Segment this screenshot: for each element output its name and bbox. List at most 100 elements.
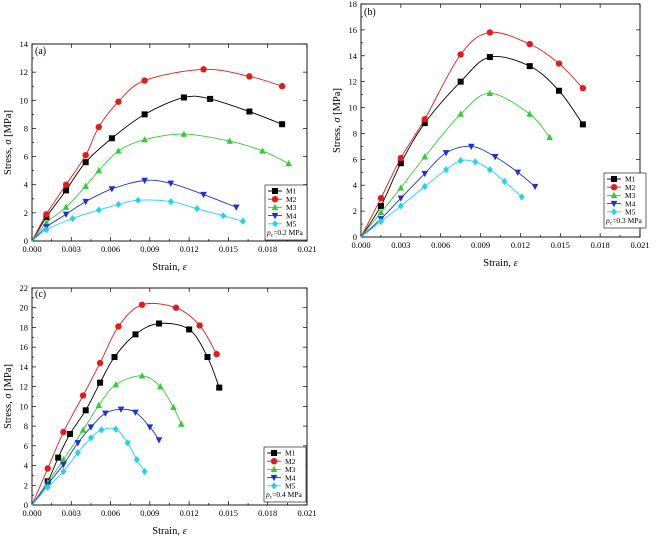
legend-marker — [270, 465, 278, 473]
y-tick-label: 18 — [20, 322, 29, 332]
data-point — [180, 130, 188, 137]
legend-entry: M5 — [267, 482, 296, 491]
data-point — [141, 77, 148, 84]
data-point — [186, 326, 193, 333]
data-point — [246, 73, 253, 80]
series-line — [31, 408, 160, 506]
data-point — [220, 212, 227, 220]
legend-label: M3 — [285, 465, 296, 474]
y-tick-label: 14 — [349, 51, 358, 61]
y-tick-label: 18 — [349, 0, 358, 9]
data-point — [82, 407, 89, 414]
data-point — [421, 116, 428, 123]
data-point — [443, 166, 450, 174]
data-point — [167, 198, 174, 206]
legend-entry: M1 — [268, 187, 297, 196]
legend-marker — [271, 212, 279, 220]
data-point — [167, 180, 175, 187]
legend-label: M2 — [625, 183, 636, 192]
y-tick-label: 6 — [24, 152, 28, 162]
legend-marker — [611, 176, 617, 182]
data-point — [132, 409, 139, 416]
legend-label: M3 — [286, 203, 297, 212]
y-tick-label: 6 — [24, 441, 28, 451]
x-tick-label: 0.006 — [431, 240, 450, 250]
data-point — [397, 202, 404, 210]
legend-entry: M2 — [607, 183, 636, 192]
data-point — [526, 40, 533, 48]
data-point — [132, 331, 139, 338]
x-tick-label: 0.003 — [62, 508, 81, 518]
legend-marker — [610, 191, 618, 199]
series-line — [31, 322, 220, 506]
x-tick-label: 0.012 — [511, 240, 530, 250]
x-tick-label: 0.009 — [471, 240, 490, 250]
x-tick-label: 0.012 — [180, 508, 199, 518]
x-tick-label: 0.003 — [62, 244, 81, 254]
series-M1 — [31, 94, 286, 242]
data-point — [60, 456, 67, 463]
legend-label: M1 — [625, 175, 636, 184]
data-point — [555, 60, 563, 67]
y-tick-label: 2 — [24, 208, 28, 218]
series-M1 — [360, 54, 586, 238]
chart-panel-3: 0.000 0.003 0.006 0.009 0.012 0.015 0.018 0.021… — [3, 283, 317, 537]
y-tick-label: 12 — [20, 382, 29, 392]
series-M5 — [360, 157, 525, 238]
x-tick-label: 0.000 — [22, 508, 41, 518]
series-M5 — [31, 425, 148, 506]
y-tick-label: 10 — [349, 103, 358, 113]
data-point — [555, 87, 562, 94]
data-point — [79, 426, 87, 433]
data-point — [491, 154, 499, 161]
series-M2 — [31, 66, 286, 242]
data-point — [397, 195, 405, 202]
plot-frame — [360, 3, 641, 238]
data-point — [467, 143, 475, 150]
legend-entry: M5 — [268, 220, 297, 229]
data-point — [60, 467, 67, 476]
data-point — [457, 110, 464, 117]
data-point — [397, 154, 405, 162]
legend-entry: M3 — [607, 191, 636, 200]
data-point — [141, 467, 148, 476]
series-M2 — [360, 29, 587, 238]
data-point — [259, 147, 266, 154]
legend-label: M4 — [286, 211, 297, 220]
legend-box — [264, 184, 308, 241]
data-point — [95, 123, 102, 131]
x-tick-label: 0.021 — [297, 508, 316, 518]
legend-box — [603, 172, 647, 229]
series-line — [31, 68, 283, 242]
data-point — [74, 440, 82, 447]
data-point — [60, 461, 67, 469]
y-tick-label: 8 — [353, 128, 357, 138]
legend-marker — [270, 474, 278, 482]
legend-label: M5 — [625, 208, 636, 217]
y-tick-label: 16 — [349, 25, 358, 35]
legend-entry: M4 — [268, 211, 297, 220]
series-line — [31, 95, 283, 242]
data-point — [526, 63, 533, 70]
data-point — [172, 304, 180, 311]
x-tick-label: 0.003 — [391, 240, 410, 250]
legend-marker — [271, 450, 277, 456]
data-point — [194, 205, 200, 213]
data-point — [87, 424, 95, 431]
data-point — [579, 84, 587, 92]
data-point — [55, 454, 62, 461]
legend-marker — [610, 184, 618, 191]
y-tick-label: 0 — [24, 236, 28, 246]
data-point — [207, 95, 214, 102]
data-point — [95, 167, 103, 174]
data-point — [141, 111, 148, 118]
data-point — [108, 186, 116, 193]
legend-entry: M3 — [268, 203, 297, 212]
data-point — [377, 217, 384, 226]
data-point — [457, 78, 464, 85]
series-line — [360, 92, 551, 238]
data-point — [377, 194, 385, 202]
data-point — [216, 384, 223, 391]
data-point — [43, 219, 50, 226]
